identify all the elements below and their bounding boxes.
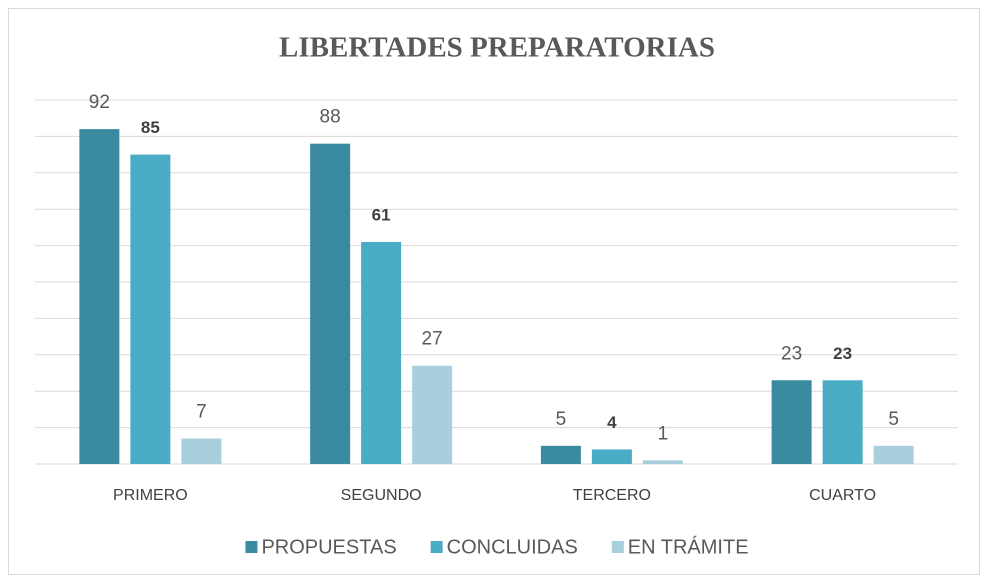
data-label: 5	[888, 409, 899, 430]
data-label: 1	[658, 423, 669, 444]
data-label: 88	[320, 107, 341, 128]
bar	[79, 129, 120, 464]
x-tick-label: CUARTO	[809, 487, 876, 504]
data-label: 7	[196, 402, 207, 423]
legend-label: EN TRÁMITE	[628, 535, 749, 558]
data-label: 5	[556, 409, 567, 430]
data-label: 85	[141, 118, 160, 137]
x-tick-label: SEGUNDO	[341, 487, 422, 504]
data-label: 61	[372, 205, 391, 224]
bar	[310, 143, 351, 464]
bar	[361, 241, 402, 464]
bar	[412, 365, 453, 464]
chart-title: LIBERTADES PREPARATORIAS	[279, 32, 715, 64]
data-label: 4	[607, 413, 617, 432]
legend-label: PROPUESTAS	[261, 536, 396, 558]
x-tick-label: TERCERO	[573, 487, 651, 504]
data-label: 23	[781, 343, 802, 364]
bar	[873, 445, 914, 464]
legend-swatch	[430, 541, 443, 553]
bar	[591, 449, 632, 464]
bar	[822, 380, 863, 464]
legend-label: CONCLUIDAS	[447, 536, 578, 558]
data-label: 27	[422, 329, 443, 350]
data-label: 92	[89, 92, 110, 113]
x-tick-label: PRIMERO	[113, 487, 188, 504]
legend-swatch	[245, 541, 258, 553]
bar	[642, 460, 683, 464]
bar	[540, 445, 581, 464]
data-label: 23	[833, 344, 852, 363]
bar	[181, 438, 222, 464]
bar	[771, 380, 812, 464]
bar	[130, 154, 171, 464]
legend-swatch	[611, 541, 624, 553]
